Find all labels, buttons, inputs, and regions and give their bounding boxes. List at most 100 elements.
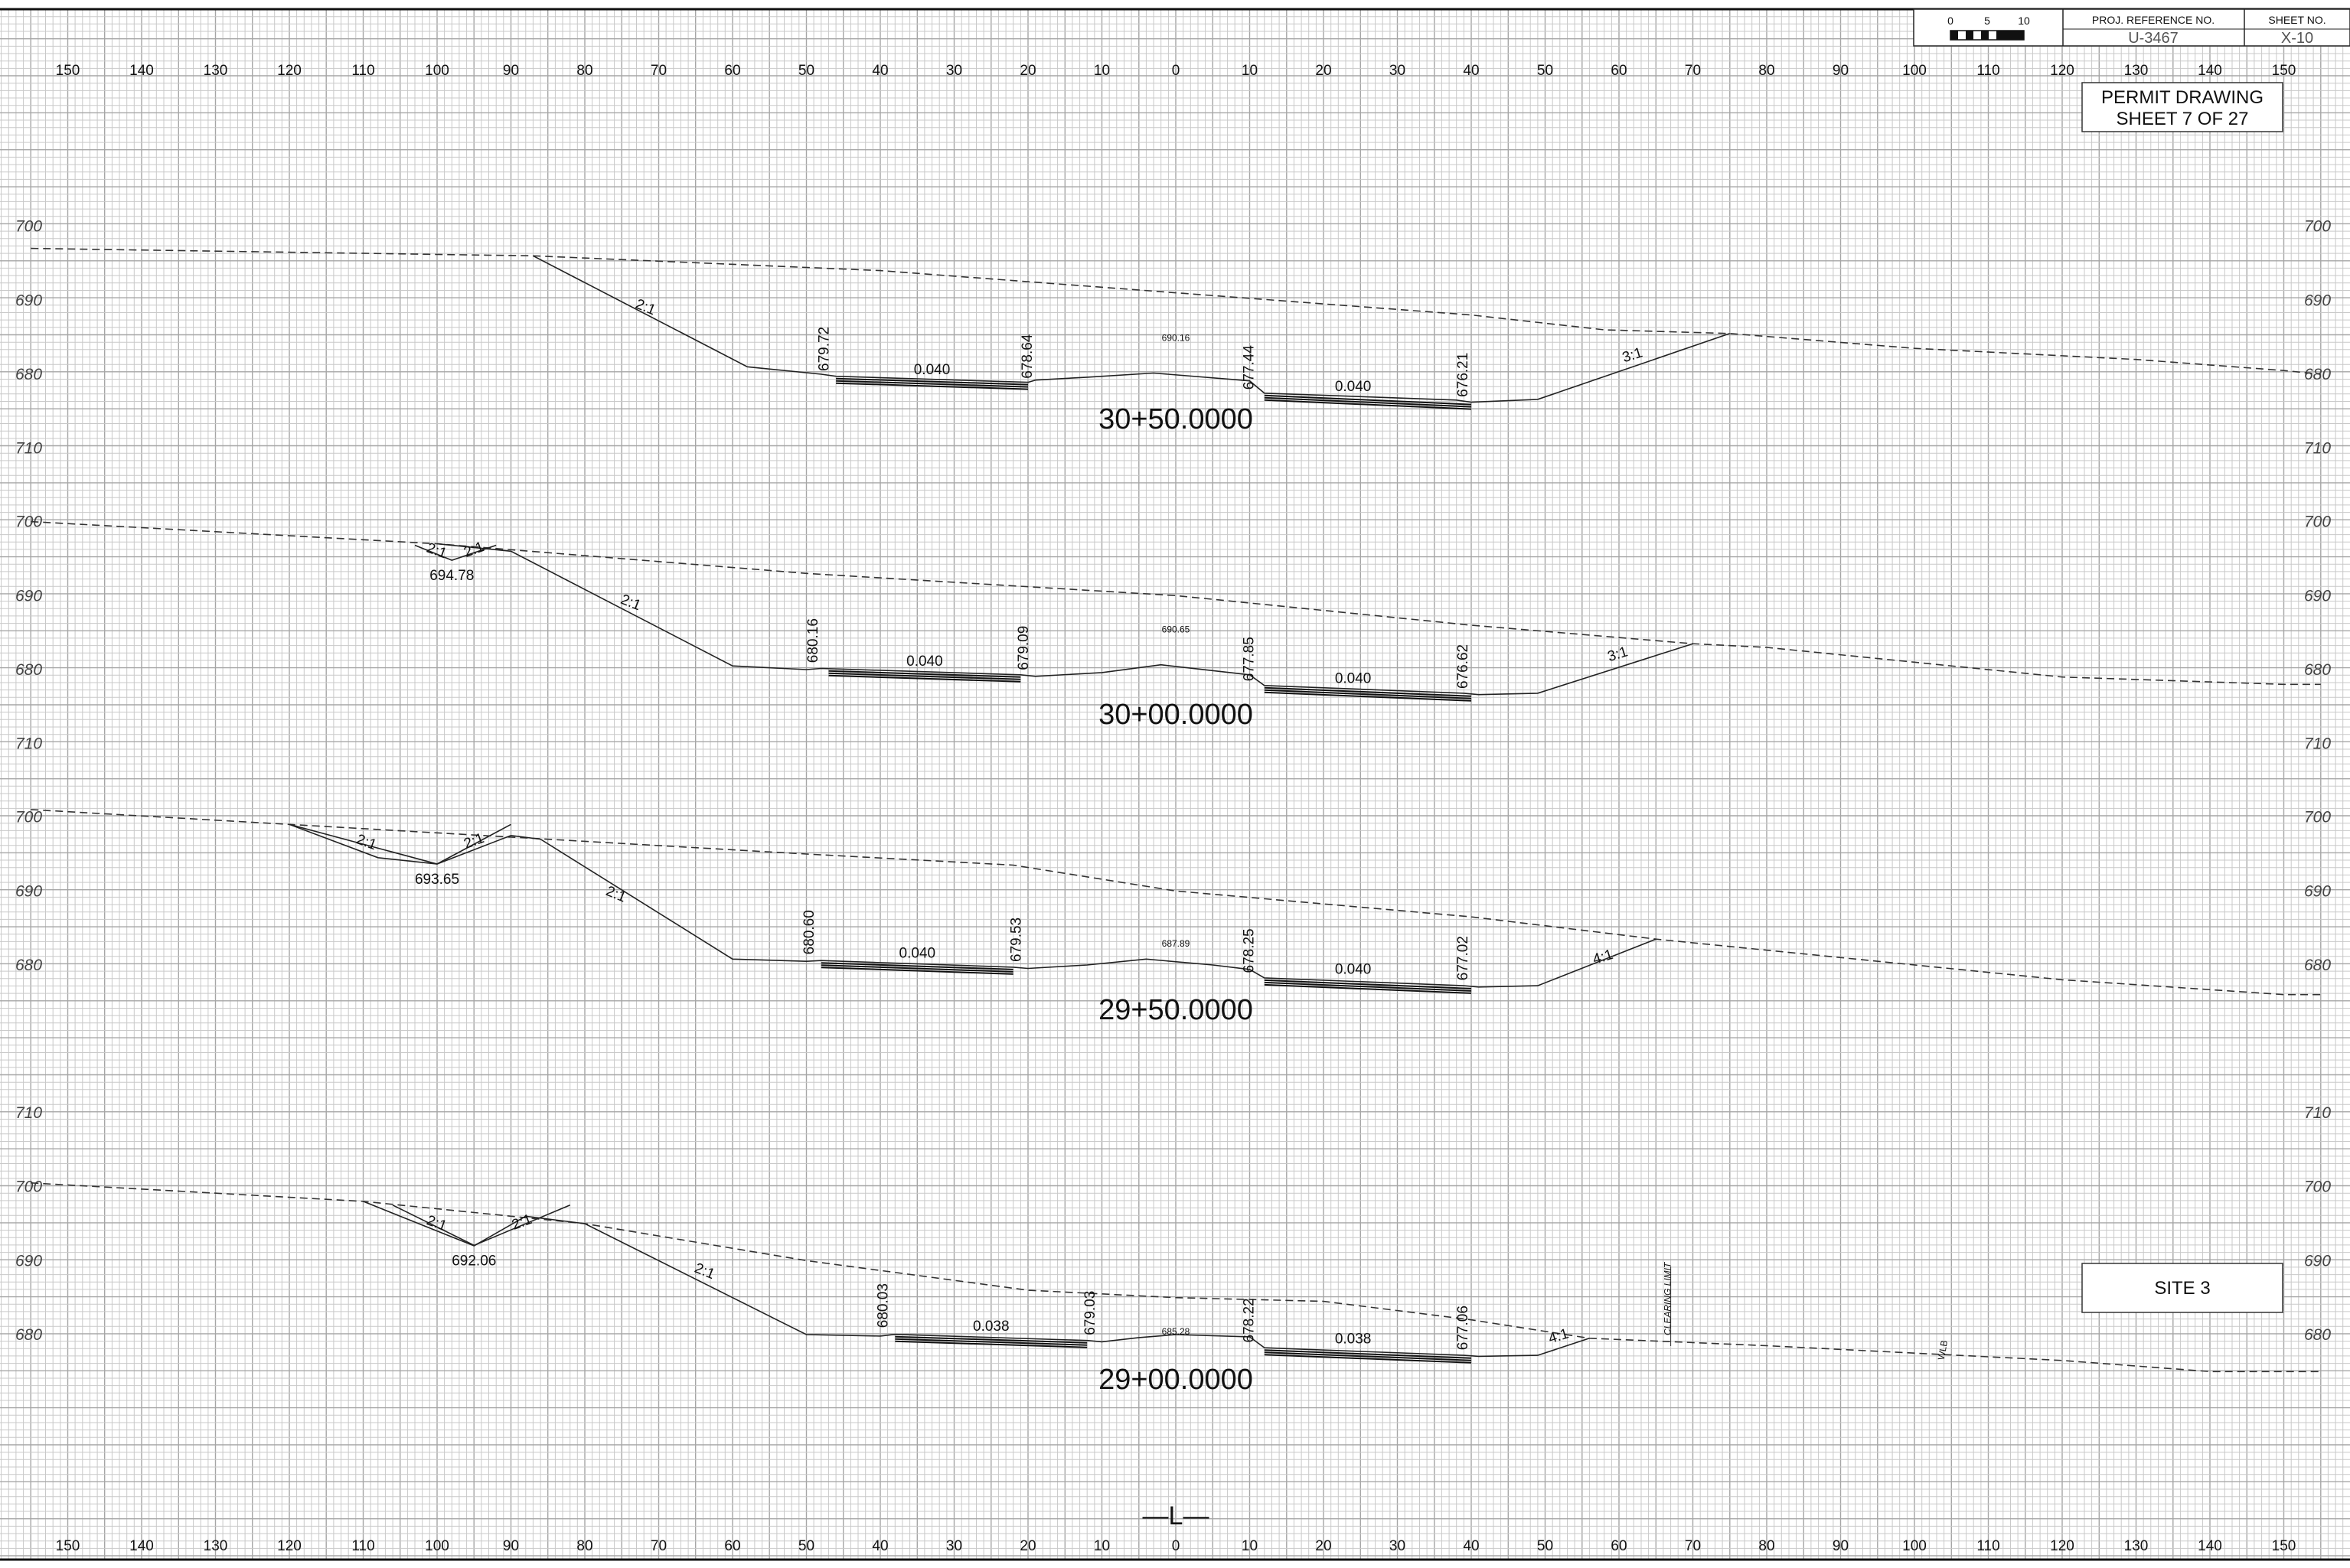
- offset-tick-label: 60: [1611, 63, 1627, 79]
- offset-tick-label: 10: [1242, 63, 1258, 79]
- edge-elevation-label: 679.09: [1016, 626, 1032, 670]
- offset-tick-label: 140: [129, 1538, 154, 1554]
- existing-ground-line: [31, 247, 2321, 375]
- offset-tick-label: 10: [1242, 1538, 1258, 1554]
- offset-tick-label: 40: [1463, 1538, 1479, 1554]
- sheet-no-label: SHEET NO.: [2268, 14, 2326, 26]
- offset-tick-label: 30: [1389, 1538, 1405, 1554]
- offset-axis-top: 150 140 130 120 110 100 90 80 70 60 50 40 30 20 10 0 10 2…: [56, 63, 2296, 79]
- elevation-label-right: 680: [2304, 1326, 2331, 1344]
- existing-ground-line: [31, 809, 2321, 996]
- pavement-layer: [1264, 1351, 1472, 1361]
- pavement-layer: [1264, 394, 1472, 406]
- pavement-layer: [836, 377, 1029, 386]
- pavement-layer: [836, 382, 1029, 390]
- offset-tick-label: 80: [1758, 63, 1774, 79]
- ditch-line: [289, 823, 511, 865]
- offset-tick-label: 0: [1172, 63, 1180, 79]
- elevation-label-right: 710: [2304, 440, 2331, 458]
- offset-tick-label: 140: [2198, 63, 2222, 79]
- pavement-layer: [1264, 691, 1472, 702]
- station-label: 29+50.0000: [1098, 994, 1253, 1026]
- offset-tick-label: 70: [1685, 63, 1701, 79]
- cross-slope-label: 0.038: [973, 1319, 1010, 1335]
- offset-tick-label: 130: [204, 63, 228, 79]
- edge-elevation-label: 679.72: [817, 327, 833, 371]
- edge-elevation-label: 677.44: [1241, 345, 1257, 390]
- site-label: SITE 3: [2154, 1278, 2210, 1299]
- proposed-section-line: [436, 543, 1693, 696]
- offset-tick-label: 120: [277, 1538, 302, 1554]
- pavement-layer: [1264, 1349, 1472, 1359]
- edge-elevation-label: 679.53: [1008, 918, 1024, 962]
- title-block: 0 5 10 PROJ. REFERENCE NO. U-3467 SHEET …: [1913, 8, 2350, 47]
- permit-line-2: SHEET 7 OF 27: [2117, 109, 2249, 129]
- offset-tick-label: 100: [1902, 63, 1927, 79]
- centerline-elevation: 685.28: [1162, 1326, 1190, 1337]
- elevation-label-left: 680: [15, 1326, 42, 1344]
- offset-tick-label: 110: [351, 63, 374, 79]
- offset-tick-label: 70: [651, 63, 667, 79]
- offset-tick-label: 90: [503, 1538, 519, 1554]
- cross-slope-label: 0.040: [899, 945, 936, 961]
- offset-tick-label: 30: [1389, 63, 1405, 79]
- centerline-symbol: —L—: [1143, 1501, 1209, 1531]
- ditch-elevation: 694.78: [429, 568, 474, 584]
- edge-elevation-label: 680.16: [805, 618, 821, 663]
- scale-label-0: 0: [1947, 15, 1953, 27]
- elevation-label-right: 700: [2304, 809, 2331, 826]
- pavement-layer: [821, 967, 1013, 975]
- edge-elevation-label: 679.03: [1082, 1291, 1098, 1335]
- edge-elevation-label: 676.21: [1455, 353, 1471, 397]
- offset-tick-label: 120: [277, 63, 302, 79]
- pavement-layer: [1264, 399, 1472, 410]
- proposed-section-line: [289, 823, 1656, 988]
- cross-slope-label: 0.040: [1335, 379, 1372, 395]
- ditch-line: [414, 544, 497, 561]
- offset-tick-label: 20: [1315, 1538, 1331, 1554]
- pavement-layer: [1264, 981, 1472, 992]
- offset-tick-label: 70: [1685, 1538, 1701, 1554]
- elevation-label-left: 680: [15, 366, 42, 383]
- offset-tick-label: 100: [425, 63, 449, 79]
- offset-tick-label: 80: [576, 63, 592, 79]
- pavement-layer: [836, 380, 1029, 388]
- proj-reference-value: U-3467: [2128, 30, 2179, 47]
- elevation-label-left: 690: [15, 1252, 42, 1270]
- offset-tick-label: 130: [2124, 1538, 2149, 1554]
- scale-label-5: 5: [1984, 15, 1990, 27]
- offset-tick-label: 90: [1833, 1538, 1849, 1554]
- offset-tick-label: 30: [946, 63, 962, 79]
- offset-tick-label: 10: [1094, 63, 1110, 79]
- offset-tick-label: 50: [1537, 1538, 1553, 1554]
- offset-tick-label: 50: [798, 63, 814, 79]
- pavement-layer: [821, 964, 1013, 973]
- offset-tick-label: 60: [1611, 1538, 1627, 1554]
- pavement-layer: [1264, 396, 1472, 408]
- edge-elevation-label: 678.25: [1241, 928, 1257, 973]
- station-label: 30+50.0000: [1098, 403, 1253, 435]
- offset-tick-label: 30: [946, 1538, 962, 1554]
- elevation-label-right: 680: [2304, 957, 2331, 974]
- edge-elevation-label: 677.06: [1455, 1306, 1471, 1350]
- elevation-label-left: 700: [15, 513, 42, 531]
- edge-elevation-label: 677.85: [1241, 637, 1257, 681]
- pavement-layer: [828, 674, 1021, 683]
- station-label: 30+00.0000: [1098, 699, 1253, 731]
- cross-sections: 700 700 690 690 680 680 710 710 679.72 678.64 677.…: [15, 218, 2331, 1396]
- existing-ground-line: [31, 1182, 2321, 1373]
- offset-tick-label: 60: [724, 63, 740, 79]
- centerline-elevation: 687.89: [1162, 938, 1190, 949]
- offset-tick-label: 130: [204, 1538, 228, 1554]
- offset-tick-label: 40: [872, 1538, 888, 1554]
- elevation-label-left: 690: [15, 587, 42, 605]
- offset-tick-label: 80: [576, 1538, 592, 1554]
- pavement-layer: [1264, 979, 1472, 989]
- elevation-label-left: 710: [15, 735, 42, 753]
- centerline-elevation: 690.65: [1162, 624, 1190, 635]
- sheet-no-value: X-10: [2281, 30, 2313, 47]
- proposed-section-line: [363, 1201, 1590, 1358]
- edge-elevation-label: 678.22: [1241, 1298, 1257, 1342]
